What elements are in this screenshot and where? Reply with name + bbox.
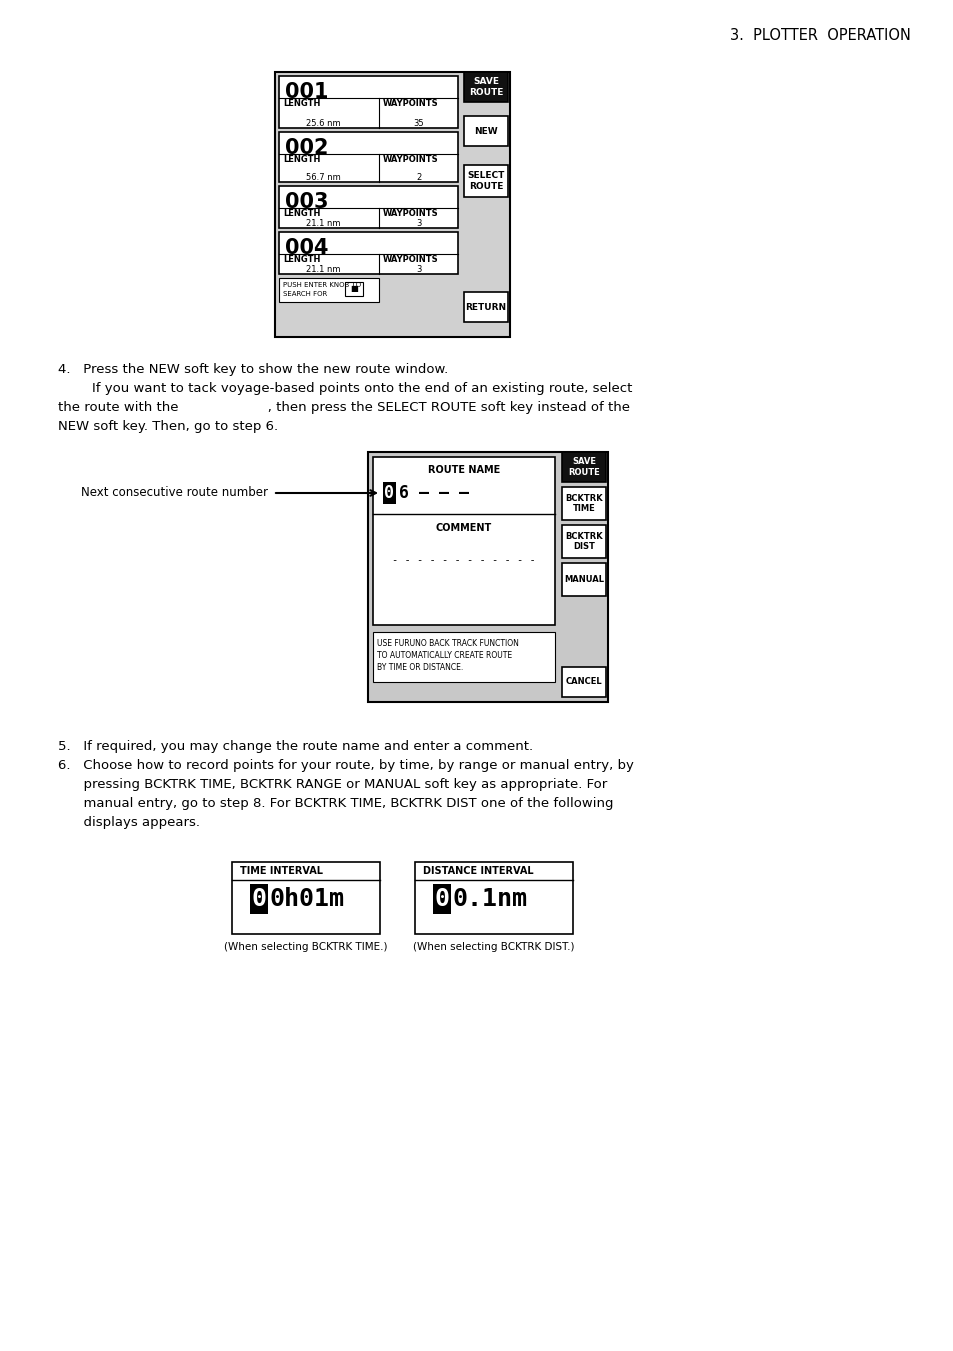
Text: SAVE
ROUTE: SAVE ROUTE [568, 457, 599, 477]
Bar [278, 76, 457, 128]
Text: DISTANCE INTERVAL: DISTANCE INTERVAL [422, 866, 533, 875]
Text: 21.1 nm: 21.1 nm [306, 219, 340, 227]
Text: 5.   If required, you may change the route name and enter a comment.: 5. If required, you may change the route… [58, 740, 533, 753]
Bar [463, 292, 507, 322]
Bar [373, 457, 555, 626]
Text: TO AUTOMATICALLY CREATE ROUTE: TO AUTOMATICALLY CREATE ROUTE [376, 651, 512, 661]
Text: ■: ■ [350, 285, 357, 293]
Bar [368, 453, 607, 703]
Bar [561, 667, 605, 697]
Text: 2: 2 [416, 173, 421, 181]
Text: NEW soft key. Then, go to step 6.: NEW soft key. Then, go to step 6. [58, 420, 278, 434]
Text: 6 – – –: 6 – – – [398, 484, 469, 503]
Text: 25.6 nm: 25.6 nm [306, 119, 341, 127]
Text: 6.   Choose how to record points for your route, by time, by range or manual ent: 6. Choose how to record points for your … [58, 759, 633, 771]
Text: 0.1nm: 0.1nm [453, 888, 527, 911]
Text: 002: 002 [285, 138, 328, 158]
Text: 3.  PLOTTER  OPERATION: 3. PLOTTER OPERATION [729, 27, 909, 42]
Bar [373, 632, 555, 682]
Text: LENGTH: LENGTH [283, 209, 320, 219]
Text: LENGTH: LENGTH [283, 100, 320, 108]
Text: If you want to tack voyage-based points onto the end of an existing route, selec: If you want to tack voyage-based points … [58, 382, 632, 394]
Bar [463, 116, 507, 146]
Text: displays appears.: displays appears. [58, 816, 200, 830]
Text: WAYPOINTS: WAYPOINTS [383, 155, 438, 165]
Text: 35: 35 [413, 119, 423, 127]
Text: 56.7 nm: 56.7 nm [306, 173, 341, 181]
Bar [415, 862, 573, 934]
Text: MANUAL: MANUAL [563, 576, 603, 584]
Bar [250, 884, 268, 915]
Text: COMMENT: COMMENT [436, 523, 492, 534]
Bar [278, 232, 457, 274]
Bar [561, 486, 605, 520]
Bar [278, 278, 378, 303]
Text: WAYPOINTS: WAYPOINTS [383, 209, 438, 219]
Bar [278, 132, 457, 182]
Text: pressing BCKTRK TIME, BCKTRK RANGE or MANUAL soft key as appropriate. For: pressing BCKTRK TIME, BCKTRK RANGE or MA… [58, 778, 607, 790]
Bar [463, 72, 507, 101]
Text: BCKTRK
DIST: BCKTRK DIST [564, 532, 602, 551]
Text: LENGTH: LENGTH [283, 155, 320, 165]
Text: NEW: NEW [474, 127, 497, 135]
Text: 3: 3 [416, 219, 421, 227]
Text: manual entry, go to step 8. For BCKTRK TIME, BCKTRK DIST one of the following: manual entry, go to step 8. For BCKTRK T… [58, 797, 613, 811]
Text: 004: 004 [285, 238, 328, 258]
Text: 0: 0 [252, 888, 266, 911]
Bar [274, 72, 510, 336]
Text: Next consecutive route number: Next consecutive route number [81, 486, 268, 500]
Bar [232, 862, 379, 934]
Text: (When selecting BCKTRK TIME.): (When selecting BCKTRK TIME.) [224, 942, 387, 952]
Text: TIME INTERVAL: TIME INTERVAL [240, 866, 323, 875]
Text: USE FURUNO BACK TRACK FUNCTION: USE FURUNO BACK TRACK FUNCTION [376, 639, 518, 648]
Bar [561, 453, 605, 482]
Text: ROUTE NAME: ROUTE NAME [428, 465, 499, 476]
Text: 4.   Press the NEW soft key to show the new route window.: 4. Press the NEW soft key to show the ne… [58, 363, 448, 376]
Text: BY TIME OR DISTANCE.: BY TIME OR DISTANCE. [376, 663, 463, 673]
Text: SELECT
ROUTE: SELECT ROUTE [467, 172, 504, 190]
Bar [382, 482, 395, 504]
Text: 3: 3 [416, 265, 421, 273]
Text: 003: 003 [285, 192, 328, 212]
Text: (When selecting BCKTRK DIST.): (When selecting BCKTRK DIST.) [413, 942, 574, 952]
Text: the route with the                     , then press the SELECT ROUTE soft key in: the route with the , then press the SELE… [58, 401, 629, 413]
Text: PUSH ENTER KNOB TO: PUSH ENTER KNOB TO [283, 282, 361, 288]
Bar [278, 186, 457, 228]
Text: LENGTH: LENGTH [283, 255, 320, 265]
Text: 0: 0 [384, 484, 395, 503]
Text: - - - - - - - - - - - -: - - - - - - - - - - - - [392, 555, 536, 565]
Text: 0: 0 [434, 888, 449, 911]
Text: SAVE
ROUTE: SAVE ROUTE [468, 77, 502, 97]
Text: 21.1 nm: 21.1 nm [306, 265, 340, 273]
Bar [345, 282, 363, 296]
Text: 0h01m: 0h01m [270, 888, 345, 911]
Bar [561, 526, 605, 558]
Bar [561, 563, 605, 596]
Text: BCKTRK
TIME: BCKTRK TIME [564, 494, 602, 513]
Text: SEARCH FOR: SEARCH FOR [283, 290, 327, 297]
Bar [463, 165, 507, 197]
Text: WAYPOINTS: WAYPOINTS [383, 100, 438, 108]
Text: CANCEL: CANCEL [565, 677, 601, 686]
Text: RETURN: RETURN [465, 303, 506, 312]
Text: 001: 001 [285, 82, 328, 101]
Bar [433, 884, 451, 915]
Text: WAYPOINTS: WAYPOINTS [383, 255, 438, 265]
